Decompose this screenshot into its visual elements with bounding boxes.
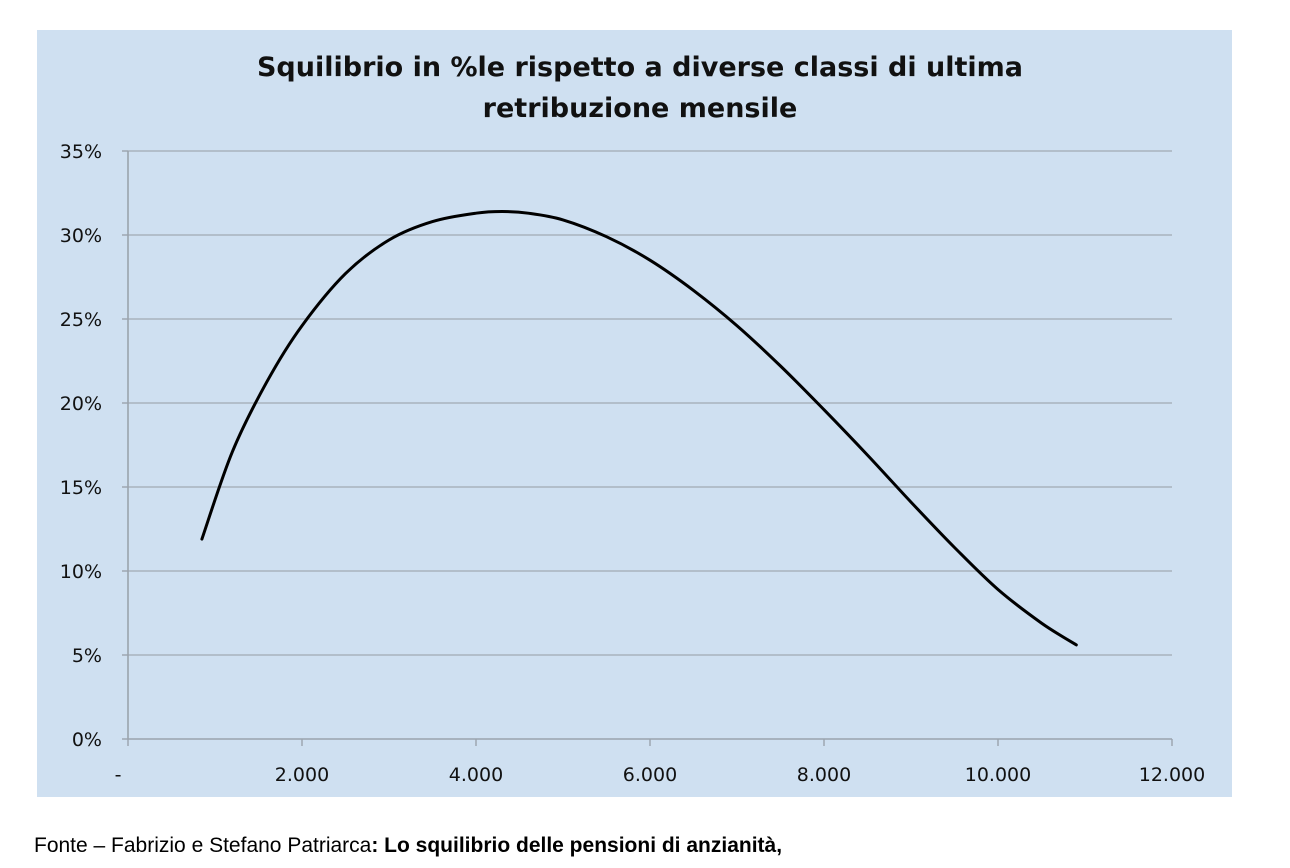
x-axis-tick-labels: - 2.000 4.000 6.000 8.000 10.000 12.000 (115, 764, 1206, 786)
y-tick-label: 10% (60, 561, 102, 583)
source-caption: Fonte – Fabrizio e Stefano Patriarca: Lo… (34, 834, 782, 858)
y-tick-label: 0% (72, 729, 102, 751)
y-tick-label: 30% (60, 225, 102, 247)
chart-panel: Squilibrio in %le rispetto a diverse cla… (37, 30, 1232, 797)
x-tick-label: 6.000 (623, 764, 677, 786)
chart-title-line-2: retribuzione mensile (483, 93, 798, 124)
x-tick-label: 2.000 (275, 764, 329, 786)
y-tick-label: 5% (72, 645, 102, 667)
y-tick-label: 20% (60, 393, 102, 415)
series-line (200, 210, 1078, 647)
source-title: : Lo squilibrio delle pensioni di anzian… (371, 834, 783, 857)
x-tick-label: 10.000 (965, 764, 1031, 786)
x-tick-label: 4.000 (449, 764, 503, 786)
y-tick-label: 35% (60, 141, 102, 163)
y-tick-label: 15% (60, 477, 102, 499)
series-group (200, 210, 1078, 647)
gridlines (128, 150, 1172, 656)
x-tick-label: 12.000 (1139, 764, 1205, 786)
axes (122, 150, 1173, 746)
y-axis-tick-labels: 0% 5% 10% 15% 20% 25% 30% 35% (60, 141, 102, 751)
x-tick-label: 8.000 (797, 764, 851, 786)
y-tick-label: 25% (60, 309, 102, 331)
source-prefix: Fonte – Fabrizio e Stefano Patriarca (34, 834, 372, 857)
line-chart: Squilibrio in %le rispetto a diverse cla… (60, 52, 1206, 786)
chart-title-line-1: Squilibrio in %le rispetto a diverse cla… (257, 52, 1023, 83)
x-tick-label: - (115, 764, 122, 786)
